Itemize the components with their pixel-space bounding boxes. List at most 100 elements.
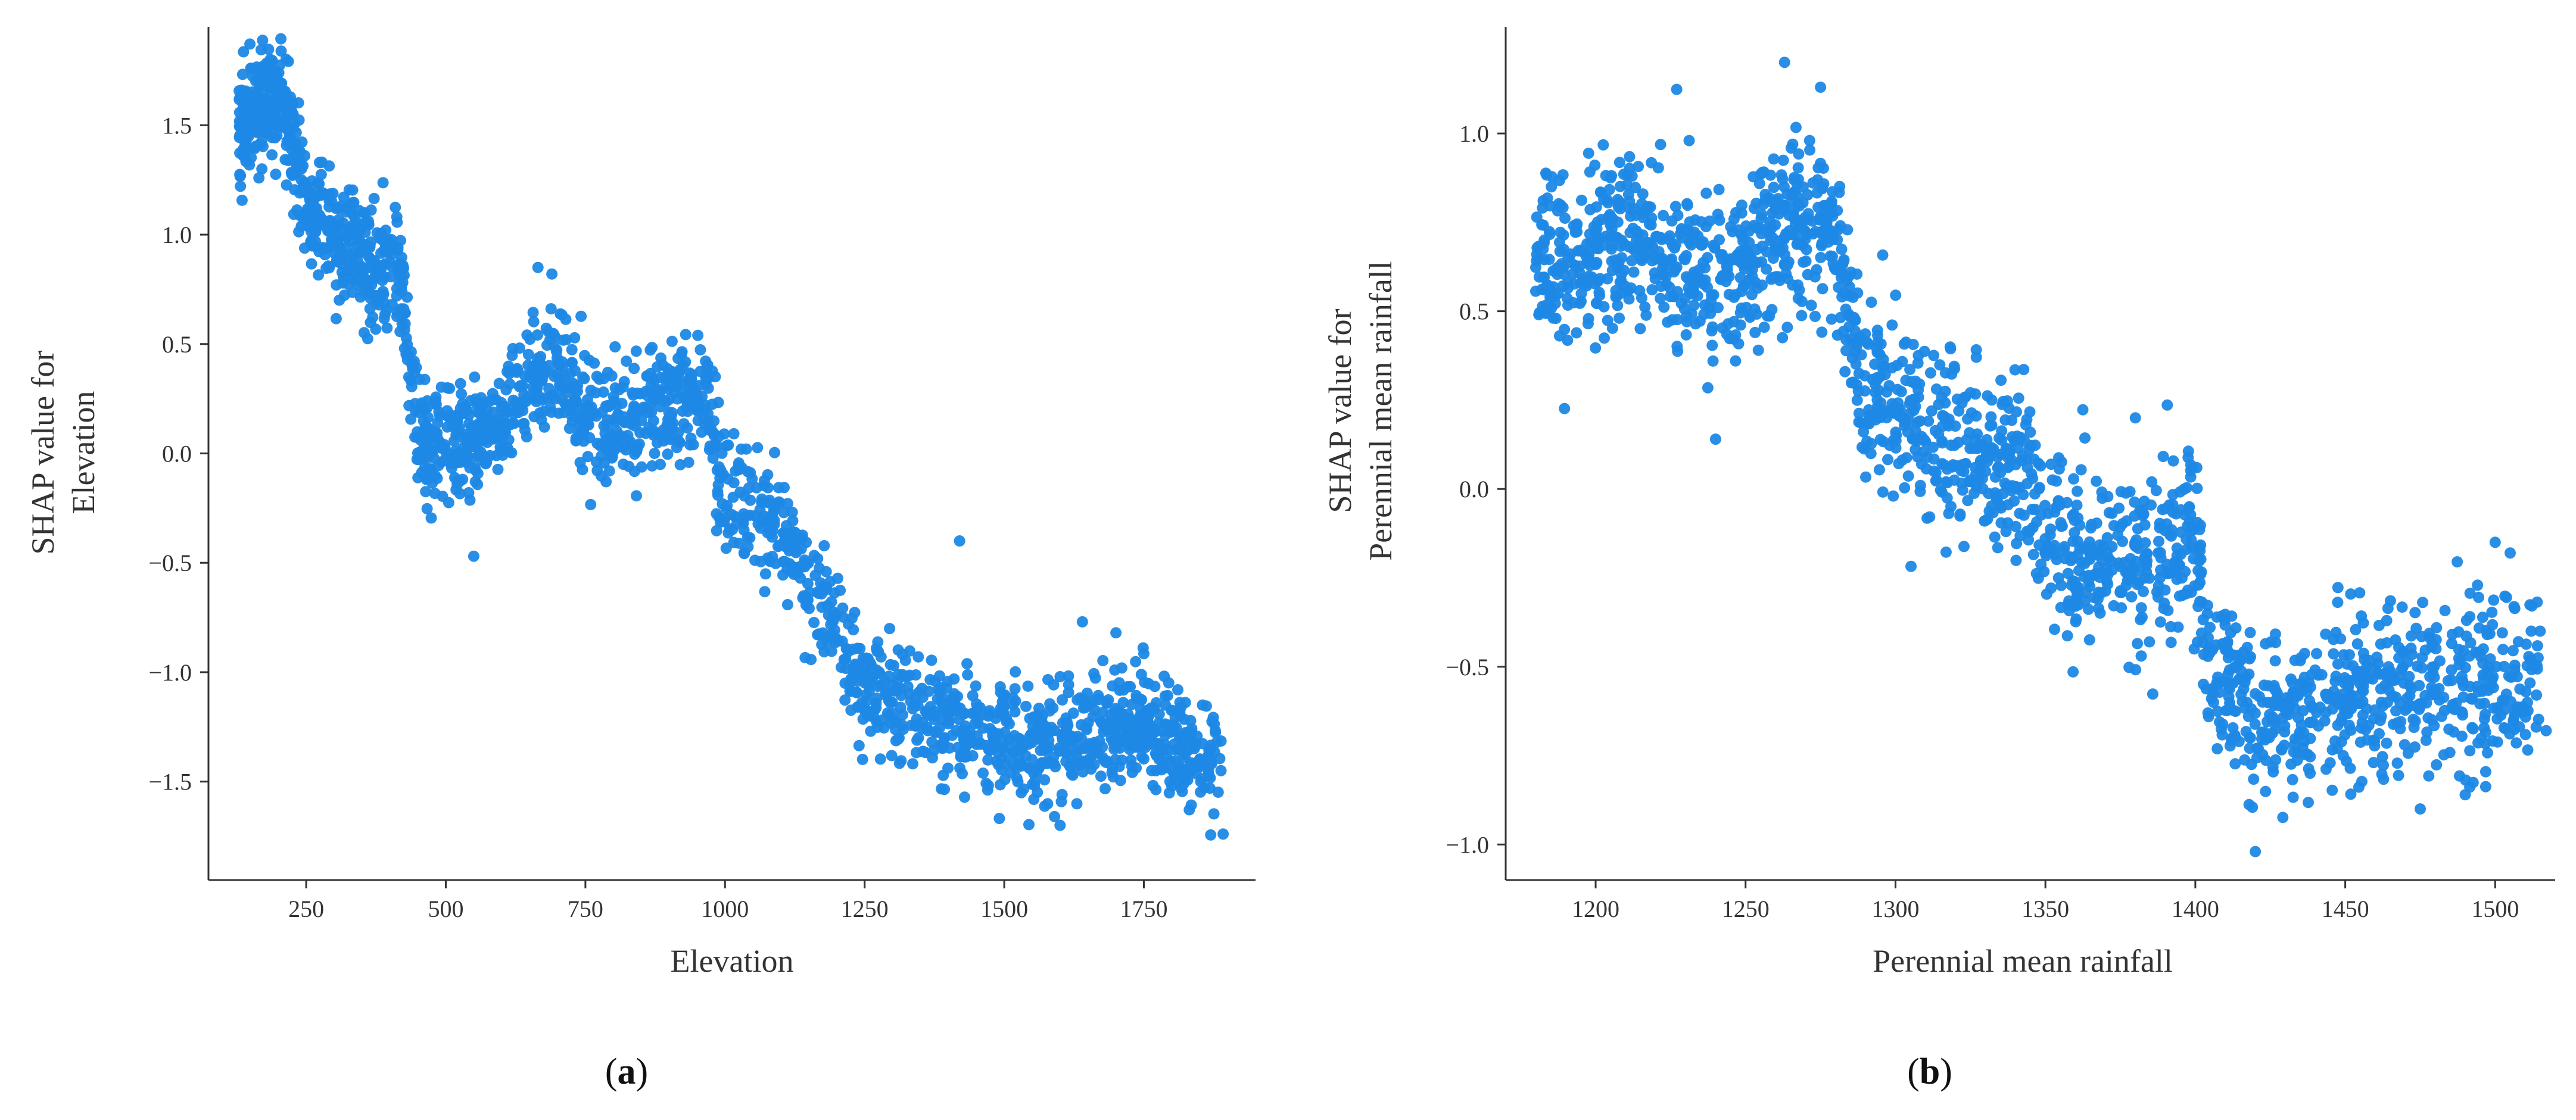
panel-b-data-point xyxy=(2307,716,2319,728)
panel-b-data-point xyxy=(2139,519,2151,531)
panel-a-data-point xyxy=(435,439,447,451)
panel-a-data-point xyxy=(353,218,365,230)
panel-b-data-point xyxy=(2185,459,2197,471)
panel-b-data-point xyxy=(2088,569,2100,581)
panel-b-data-point xyxy=(1658,210,1669,221)
panel-b-data-point xyxy=(2322,689,2334,701)
panel-a-data-point xyxy=(510,396,522,408)
panel-a-data-point xyxy=(948,688,960,700)
panel-b-data-point xyxy=(1928,350,1940,361)
panel-a-data-point xyxy=(1197,699,1208,711)
panel-a-x-tick-label: 250 xyxy=(288,896,324,922)
panel-b-data-point xyxy=(2407,713,2419,725)
panel-a-y-tick-label: 1.5 xyxy=(162,112,192,139)
panel-a-data-point xyxy=(1038,741,1049,753)
panel-a-data-point xyxy=(575,310,587,322)
panel-b-data-point xyxy=(2245,703,2257,715)
panel-b-data-point xyxy=(1594,289,1606,301)
panel-b-data-point xyxy=(1863,418,1875,430)
panel-a-data-point xyxy=(954,535,965,547)
panel-a-data-point xyxy=(272,89,284,101)
panel-b-data-point xyxy=(1781,322,1793,333)
panel-a-data-point xyxy=(1099,756,1111,767)
panel-a-data-point xyxy=(441,421,453,433)
panel-b-data-point xyxy=(2235,665,2247,677)
panel-b-data-point xyxy=(2039,533,2051,545)
panel-b-data-point xyxy=(2230,622,2242,634)
panel-a-data-point xyxy=(709,371,721,383)
panel-a-data-point xyxy=(306,258,317,270)
panel-a-data-point xyxy=(994,779,1006,791)
panel-b-data-point xyxy=(1583,147,1594,159)
panel-b-data-point xyxy=(1863,404,1875,416)
panel-b-data-point xyxy=(1678,252,1690,264)
panel-b-data-point xyxy=(2464,587,2476,599)
panel-a-data-point xyxy=(658,435,669,447)
panel-b-data-point xyxy=(1637,229,1649,241)
panel-b-data-point xyxy=(2526,600,2538,612)
panel-a-data-point xyxy=(812,553,824,564)
panel-a-data-point xyxy=(982,784,993,796)
panel-a-data-point xyxy=(454,488,466,500)
panel-a-data-point xyxy=(786,533,798,545)
panel-b-data-point xyxy=(1812,162,1824,174)
panel-b-data-point xyxy=(1596,214,1607,226)
panel-a-data-point xyxy=(449,472,460,483)
panel-a-data-point xyxy=(714,472,726,484)
panel-b-data-point xyxy=(1891,360,1903,372)
panel-b-data-point xyxy=(2303,797,2314,809)
panel-b-x-tick-label: 1500 xyxy=(2471,896,2519,922)
panel-a-data-point xyxy=(579,350,591,361)
panel-b-data-point xyxy=(2116,602,2128,614)
panel-b-data-point xyxy=(2092,593,2104,605)
panel-a-data-point xyxy=(746,473,758,485)
panel-b-data-point xyxy=(1838,254,1850,266)
panel-b-data-point xyxy=(1934,359,1946,371)
panel-b-data-point xyxy=(1983,488,1995,500)
panel-a-data-point xyxy=(550,345,562,357)
panel-a-data-point xyxy=(497,429,509,441)
panel-a-data-point xyxy=(1054,819,1066,831)
panel-b-data-point xyxy=(2507,645,2519,657)
panel-b-data-point xyxy=(2335,633,2347,645)
panel-a-data-point xyxy=(792,566,803,578)
panel-a-label-close: ) xyxy=(636,1052,649,1092)
panel-a-data-point xyxy=(583,412,595,424)
panel-a-data-point xyxy=(571,435,583,446)
panel-a-data-point xyxy=(257,86,269,98)
panel-a-data-point xyxy=(1162,690,1173,701)
panel-b-data-point xyxy=(2332,597,2344,609)
panel-b-data-point xyxy=(2416,662,2428,674)
panel-a-data-point xyxy=(1179,738,1191,750)
panel-b-data-point xyxy=(1953,405,1965,417)
panel-a-data-point xyxy=(859,667,871,678)
panel-b-data-point xyxy=(1616,235,1628,247)
panel-b-data-point xyxy=(2357,647,2369,659)
panel-b-data-point xyxy=(2395,716,2407,728)
panel-a-data-point xyxy=(527,381,539,393)
panel-a-data-point xyxy=(370,289,382,301)
panel-a-data-point xyxy=(1175,701,1187,713)
panel-b-data-point xyxy=(2192,636,2203,648)
panel-a-data-point xyxy=(1126,735,1138,747)
panel-a-data-point xyxy=(896,648,908,660)
panel-b-data-point xyxy=(2153,535,2164,547)
panel-a-data-point xyxy=(419,373,431,385)
panel-b-data-point xyxy=(2204,622,2216,634)
panel-b-data-point xyxy=(2212,671,2223,683)
panel-b-data-point xyxy=(1618,264,1630,276)
panel-b-data-point xyxy=(1706,325,1718,337)
panel-a-data-point xyxy=(618,416,630,428)
panel-a-data-point xyxy=(1139,676,1151,688)
panel-a-data-point xyxy=(764,556,776,567)
panel-b-data-point xyxy=(1840,345,1852,357)
panel-b-data-point xyxy=(1836,291,1848,302)
panel-b-data-point xyxy=(1945,501,1957,513)
panel-b-data-point xyxy=(1554,245,1566,257)
panel-b-data-point xyxy=(1637,188,1649,200)
panel-b-data-point xyxy=(1905,376,1917,388)
panel-b-data-point xyxy=(1683,135,1695,146)
panel-a-data-point xyxy=(1042,798,1054,810)
panel-a-data-point xyxy=(727,523,739,535)
panel-a-data-point xyxy=(432,417,444,429)
